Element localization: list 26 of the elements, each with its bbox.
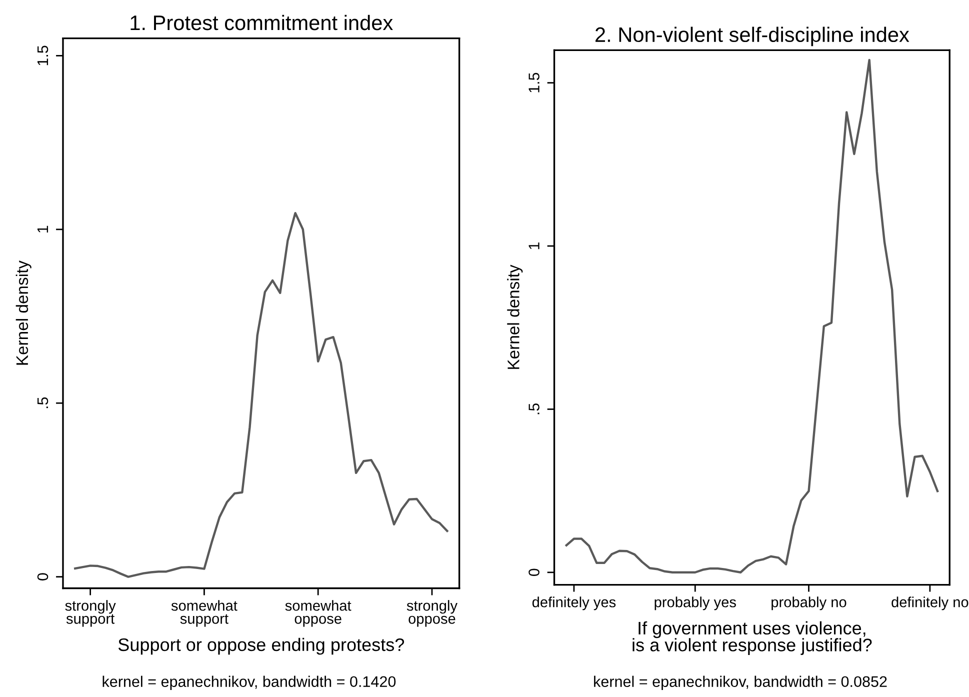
y-tick-label: .5 xyxy=(528,403,540,414)
y-tick-label: 1 xyxy=(528,242,540,250)
x-tick-label: somewhat oppose xyxy=(285,600,352,627)
x-tick-label: definitely yes xyxy=(532,596,616,610)
text: kernel = epanechnikov, bandwidth = 0.1420 xyxy=(102,676,396,690)
chart-title: 2. Non-violent self-discipline index xyxy=(596,26,910,46)
x-tick-label: strongly oppose xyxy=(406,600,458,627)
y-tick-label: .5 xyxy=(38,397,48,408)
y-tick-label: 1 xyxy=(38,226,48,232)
x-axis-title: Support or oppose ending protests? xyxy=(118,638,404,655)
y-tick-label: 1.5 xyxy=(528,72,540,92)
x-tick-label: probably no xyxy=(772,596,846,610)
x-tick-label: definitely no xyxy=(892,596,968,610)
x-tick-label: probably yes xyxy=(654,596,736,610)
y-axis-title: Kernel density xyxy=(507,264,523,369)
line-series xyxy=(74,212,448,578)
line-series xyxy=(565,58,939,574)
text: kernel = epanechnikov, bandwidth = 0.0852 xyxy=(594,676,887,690)
x-axis-title: If government uses violence, is a violent response justified? xyxy=(632,621,872,655)
x-tick-label: somewhat support xyxy=(171,600,238,627)
x-tick-label: strongly support xyxy=(65,600,116,627)
y-axis-title: Kernel density xyxy=(16,260,32,365)
chart-title: 1. Protest commitment index xyxy=(130,14,393,30)
y-tick-label: 1.5 xyxy=(38,46,48,66)
y-tick-label: 0 xyxy=(528,568,540,576)
y-tick-label: 0 xyxy=(37,573,48,580)
